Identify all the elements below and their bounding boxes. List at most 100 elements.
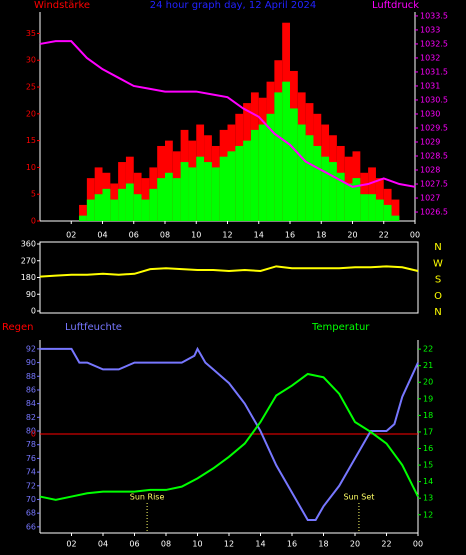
wind-bar bbox=[297, 124, 306, 221]
y-tick-label: 90 bbox=[26, 358, 36, 367]
wind-bar bbox=[141, 199, 150, 221]
y2-tick-label: 17 bbox=[423, 427, 433, 436]
rain-tick-label: 0 bbox=[31, 430, 36, 439]
y-tick-label: 88 bbox=[26, 372, 36, 381]
wind-bar bbox=[391, 199, 400, 221]
x-tick-label: 18 bbox=[318, 540, 328, 549]
y-tick-label: 15 bbox=[26, 136, 36, 145]
y2-tick-label: 20 bbox=[423, 378, 433, 387]
x-tick-label: 00 bbox=[410, 231, 420, 240]
y2-tick-label: 1030.5 bbox=[420, 95, 448, 104]
y-tick-label: 72 bbox=[26, 481, 36, 490]
y-tick-label: 30 bbox=[26, 56, 36, 65]
direction-label: N bbox=[434, 242, 441, 253]
wind-bar bbox=[329, 162, 337, 221]
y-tick-label: 82 bbox=[26, 413, 36, 422]
y-tick-label: 78 bbox=[26, 440, 36, 449]
wind-bar bbox=[321, 156, 330, 221]
wind-bar bbox=[290, 108, 298, 221]
series-label: Luftdruck bbox=[372, 0, 419, 11]
wind-bar bbox=[79, 215, 87, 221]
x-tick-label: 08 bbox=[160, 231, 170, 240]
y2-tick-label: 18 bbox=[423, 411, 433, 420]
sun-label: Sun Rise bbox=[130, 493, 165, 502]
series-line bbox=[39, 265, 419, 278]
wind-bar bbox=[368, 194, 376, 221]
x-tick-label: 22 bbox=[379, 231, 389, 240]
x-tick-label: 04 bbox=[97, 231, 107, 240]
direction-label: N bbox=[434, 307, 441, 318]
y2-tick-label: 13 bbox=[423, 494, 433, 503]
wind-bar bbox=[313, 145, 322, 221]
y2-tick-label: 1033 bbox=[420, 25, 440, 34]
wind-bar bbox=[282, 81, 290, 222]
wind-bar bbox=[133, 194, 142, 221]
y-tick-label: 180 bbox=[21, 273, 36, 282]
y2-tick-label: 1030 bbox=[420, 109, 440, 118]
y2-tick-label: 1031 bbox=[420, 81, 440, 90]
y2-tick-label: 1032.5 bbox=[420, 39, 448, 48]
series-line bbox=[40, 346, 419, 521]
wind-bar bbox=[149, 188, 158, 221]
y2-tick-label: 1031.5 bbox=[420, 67, 448, 76]
y-tick-label: 68 bbox=[26, 509, 36, 518]
x-tick-label: 14 bbox=[254, 231, 264, 240]
y-tick-label: 92 bbox=[26, 344, 36, 353]
wind-bar bbox=[352, 178, 361, 221]
y2-tick-label: 12 bbox=[423, 510, 433, 519]
y2-tick-label: 1026.5 bbox=[420, 208, 448, 217]
wind-bar bbox=[204, 162, 212, 221]
wind-bar bbox=[235, 145, 244, 221]
wind-bar bbox=[360, 194, 369, 221]
y-tick-label: 90 bbox=[26, 290, 36, 299]
y2-tick-label: 1033.5 bbox=[420, 11, 448, 20]
y-tick-label: 70 bbox=[26, 495, 36, 504]
wind-bar bbox=[305, 135, 314, 221]
wind-bar bbox=[336, 172, 345, 221]
y2-tick-label: 16 bbox=[423, 444, 433, 453]
series-line bbox=[39, 40, 416, 188]
wind-bar bbox=[250, 129, 259, 221]
y-tick-label: 10 bbox=[26, 163, 36, 172]
x-tick-label: 02 bbox=[66, 231, 76, 240]
wind-bar bbox=[157, 178, 165, 221]
y2-tick-label: 1027.5 bbox=[420, 180, 448, 189]
y2-tick-label: 1028 bbox=[420, 166, 440, 175]
wind-bar bbox=[375, 199, 384, 221]
wind-bar bbox=[219, 156, 228, 221]
wind-bar bbox=[118, 188, 126, 221]
y2-tick-label: 21 bbox=[423, 361, 433, 370]
wind-bar bbox=[243, 140, 251, 221]
wind-bar bbox=[258, 124, 267, 221]
y-tick-label: 20 bbox=[26, 109, 36, 118]
x-tick-label: 00 bbox=[413, 540, 423, 549]
y-tick-label: 74 bbox=[26, 468, 36, 477]
y2-tick-label: 15 bbox=[423, 461, 433, 470]
chart-title: 24 hour graph day, 12 April 2024 bbox=[150, 0, 317, 11]
x-tick-label: 06 bbox=[129, 540, 139, 549]
y-tick-label: 80 bbox=[26, 427, 36, 436]
plot-frame bbox=[39, 241, 419, 314]
series-label: Luftfeuchte bbox=[65, 322, 122, 333]
y-tick-label: 66 bbox=[26, 522, 36, 531]
y2-tick-label: 1029.5 bbox=[420, 123, 448, 132]
direction-label: O bbox=[434, 291, 442, 302]
y2-tick-label: 1028.5 bbox=[420, 152, 448, 161]
x-tick-label: 14 bbox=[255, 540, 265, 549]
wind-bar bbox=[344, 183, 353, 221]
series-label: Regen bbox=[2, 322, 34, 333]
wind-bar bbox=[79, 204, 87, 221]
y-tick-label: 86 bbox=[26, 385, 36, 394]
wind-bar bbox=[165, 172, 173, 221]
y2-tick-label: 1032 bbox=[420, 53, 440, 62]
y-tick-label: 25 bbox=[26, 83, 36, 92]
x-tick-label: 04 bbox=[98, 540, 108, 549]
x-tick-label: 06 bbox=[129, 231, 139, 240]
y-tick-label: 5 bbox=[31, 190, 36, 199]
wind-bar bbox=[125, 183, 134, 221]
y-tick-label: 360 bbox=[21, 240, 36, 249]
series-label: Windstärke bbox=[34, 0, 90, 11]
y-tick-label: 76 bbox=[26, 454, 36, 463]
